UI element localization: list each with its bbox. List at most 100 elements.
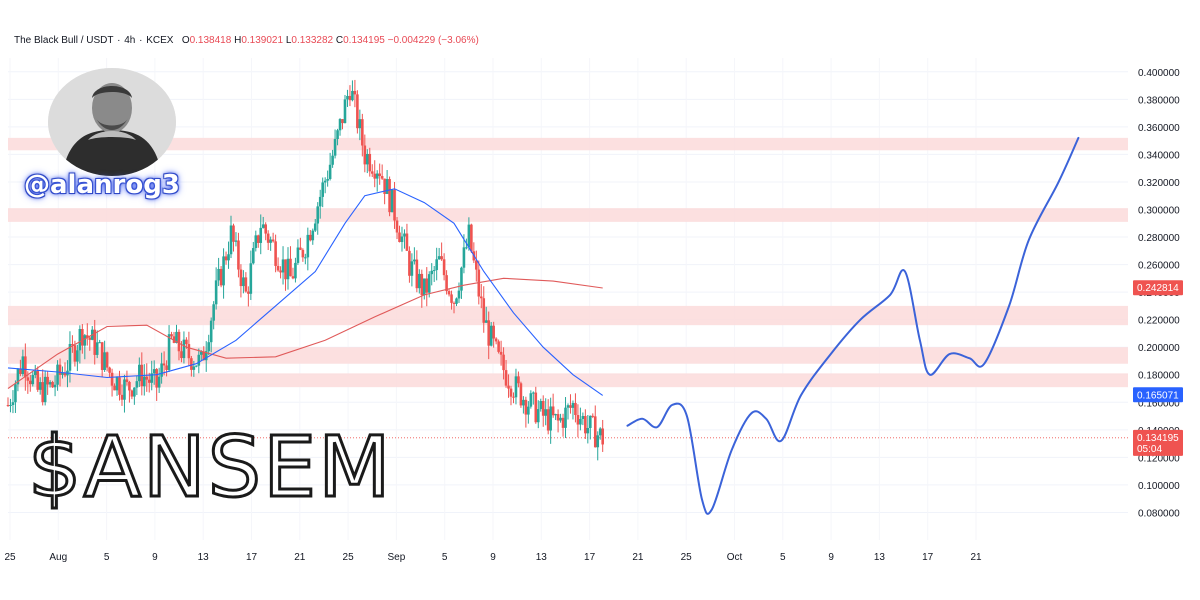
candle-body	[157, 376, 161, 388]
candle-body	[237, 240, 240, 270]
candle-body	[261, 224, 265, 228]
candle-body	[309, 234, 312, 241]
candle-body	[130, 390, 134, 397]
candle-body	[479, 296, 483, 299]
x-tick-label: Sep	[388, 552, 406, 563]
candle-body	[452, 302, 456, 304]
candle-body	[311, 230, 315, 241]
y-tick-label: 0.300000	[1138, 205, 1180, 216]
candle-body	[489, 325, 493, 346]
x-tick-label: 17	[584, 552, 596, 563]
candle-body	[81, 328, 84, 346]
candle-body	[219, 268, 223, 286]
candle-body	[467, 224, 471, 248]
candle-body	[475, 260, 478, 270]
candle-body	[323, 180, 327, 183]
candle-body	[135, 381, 139, 388]
candle-body	[291, 276, 295, 279]
x-tick-label: 13	[198, 552, 210, 563]
close-value: 0.134195	[343, 35, 385, 46]
interval-label[interactable]: 4h	[124, 35, 136, 46]
candle-body	[167, 334, 171, 370]
candle-body	[199, 351, 203, 355]
candle-body	[536, 409, 540, 423]
candle-body	[6, 405, 10, 407]
candle-body	[365, 153, 369, 165]
candle-body	[348, 95, 352, 101]
candle-body	[281, 259, 285, 273]
candle-body	[41, 382, 44, 403]
candle-body	[247, 291, 250, 294]
candle-body	[484, 320, 488, 323]
candle-body	[150, 373, 154, 383]
slow-ma-price-badge-bg	[1133, 280, 1183, 296]
candle-body	[274, 241, 277, 266]
price-scale[interactable]	[1128, 0, 1200, 600]
candle-body	[51, 382, 54, 388]
candle-body	[202, 351, 206, 361]
candle-body	[19, 369, 22, 375]
candle-body	[408, 250, 411, 276]
candle-body	[138, 364, 141, 382]
candle-body	[73, 345, 77, 362]
candle-body	[442, 259, 446, 276]
candle-body	[11, 402, 15, 405]
candle-body	[197, 354, 201, 366]
candle-body	[85, 335, 89, 338]
candle-body	[336, 130, 339, 140]
support-resistance-zone	[8, 373, 1128, 388]
candle-body	[405, 233, 409, 251]
candle-body	[514, 376, 518, 398]
candle-body	[586, 427, 590, 434]
candle-body	[71, 344, 74, 346]
candle-body	[356, 94, 359, 129]
candle-body	[318, 196, 322, 207]
x-tick-label: 17	[922, 552, 934, 563]
high-value: 0.139021	[241, 35, 284, 46]
candle-body	[83, 335, 87, 346]
person-portrait-icon	[48, 68, 176, 176]
last-price-badge-label: 0.134195	[1137, 433, 1179, 444]
x-tick-label: 5	[780, 552, 786, 563]
candle-body	[398, 232, 401, 243]
candle-body	[410, 261, 414, 276]
candle-body	[187, 344, 191, 359]
low-label: L	[285, 35, 292, 46]
candle-body	[460, 267, 463, 291]
candle-body	[413, 259, 416, 262]
x-tick-label: 9	[152, 552, 158, 563]
candle-body	[244, 277, 248, 292]
fast-ma-price-badge: 0.165071	[1133, 387, 1183, 403]
candle-body	[499, 351, 503, 355]
candle-body	[133, 387, 136, 397]
candle-body	[601, 428, 604, 445]
candle-body	[271, 239, 275, 242]
candle-body	[512, 396, 515, 398]
candle-body	[341, 119, 344, 124]
x-tick-label: 21	[632, 552, 644, 563]
low-value: 0.133282	[291, 35, 334, 46]
y-tick-label: 0.260000	[1138, 261, 1180, 272]
candle-body	[368, 153, 372, 172]
price-projection-line	[626, 136, 1080, 515]
candle-body	[492, 325, 495, 339]
candle-body	[180, 351, 183, 359]
x-tick-label: 17	[246, 552, 258, 563]
support-resistance-zone	[8, 347, 1128, 364]
candle-body	[579, 418, 582, 425]
candle-body	[549, 406, 552, 431]
candle-body	[170, 334, 173, 337]
candle-body	[254, 235, 258, 249]
fast-ma-price-badge-label: 0.165071	[1137, 390, 1179, 401]
candle-body	[299, 247, 302, 250]
candle-body	[494, 338, 498, 342]
x-tick-label: 25	[343, 552, 355, 563]
symbol-name[interactable]: The Black Bull / USDT	[14, 35, 114, 46]
candle-body	[393, 189, 396, 221]
candle-body	[145, 376, 149, 380]
candle-body	[284, 259, 287, 280]
candle-body	[346, 95, 349, 100]
candle-body	[378, 173, 381, 177]
candle-body	[574, 403, 577, 416]
